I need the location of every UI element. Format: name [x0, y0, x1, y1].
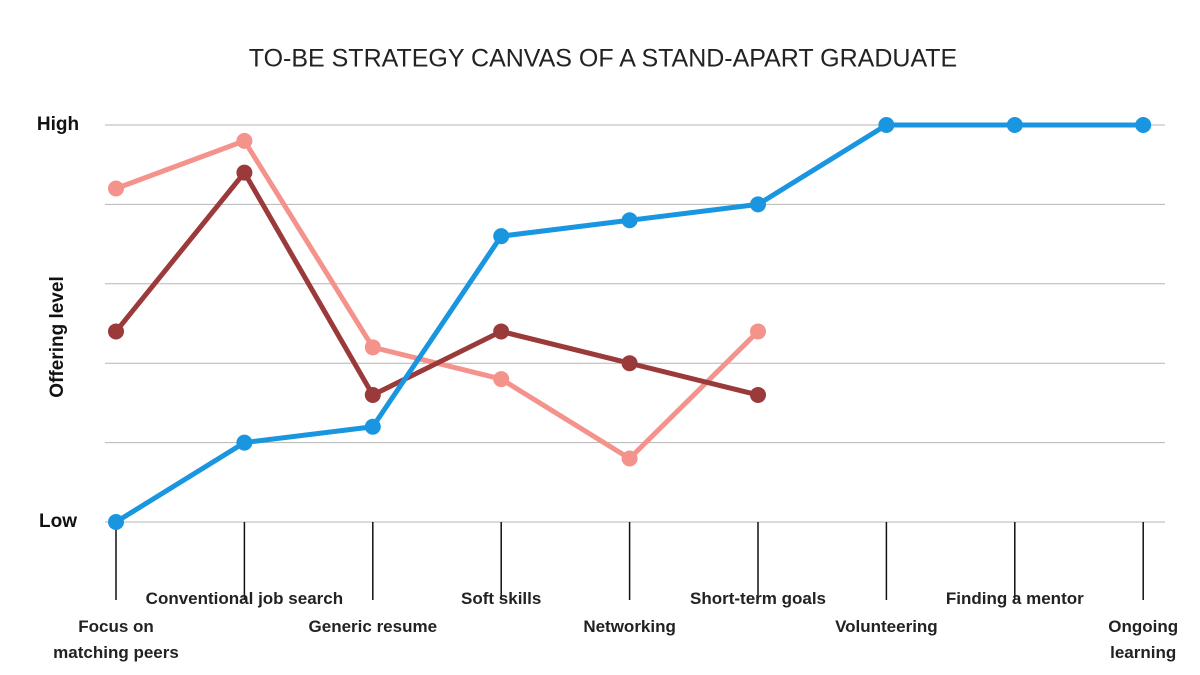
data-point — [750, 323, 766, 340]
x-tick-label: Soft skills — [461, 589, 542, 608]
data-point — [493, 323, 510, 340]
data-point — [236, 164, 253, 181]
data-point — [878, 117, 895, 133]
x-tick-label: Finding a mentor — [945, 589, 1084, 608]
data-point — [621, 450, 638, 467]
data-point — [750, 196, 766, 213]
data-point — [1006, 117, 1023, 133]
data-point — [364, 339, 381, 356]
data-point — [621, 355, 638, 372]
data-point — [493, 371, 510, 388]
data-point — [236, 132, 253, 149]
y-tick-label: High — [37, 114, 79, 135]
x-tick-label: Ongoing learning — [1108, 617, 1179, 662]
x-tick-label: Volunteering — [835, 617, 938, 636]
x-tick-label: Networking — [583, 617, 676, 636]
x-tick-label: Focus on matching peers — [53, 617, 179, 662]
data-point — [108, 323, 124, 340]
data-point — [621, 212, 638, 229]
data-point — [364, 418, 381, 435]
x-tick-label: Conventional job search — [145, 589, 344, 608]
x-tick-label: Generic resume — [308, 617, 438, 636]
series-line — [115, 138, 760, 461]
data-point — [750, 386, 766, 403]
data-point — [1135, 117, 1152, 133]
data-point — [364, 386, 381, 403]
data-point — [493, 228, 510, 245]
y-tick-label: Low — [39, 511, 77, 532]
chart-title: TO-BE STRATEGY CANVAS OF A STAND-APART G… — [249, 45, 957, 73]
data-point — [108, 514, 124, 530]
data-point — [108, 180, 124, 197]
x-tick-label: Short-term goals — [689, 589, 827, 608]
series-line — [114, 170, 759, 398]
data-point — [236, 434, 253, 451]
y-axis-label: Offering level — [47, 276, 68, 397]
